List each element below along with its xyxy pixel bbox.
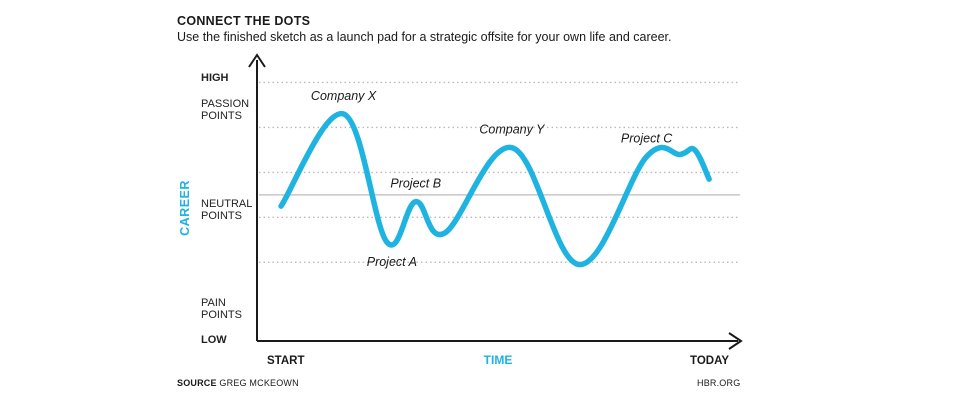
x-tick-start: START (267, 355, 304, 367)
y-axis-label: CAREER (178, 180, 192, 236)
y-level-neutral-line1: NEUTRAL (201, 198, 253, 210)
annotation-company-y: Company Y (479, 123, 546, 137)
x-tick-end: TODAY (690, 355, 729, 367)
chart-subtitle: Use the finished sketch as a launch pad … (177, 30, 672, 44)
gridlines (259, 81, 740, 264)
source-label: SOURCE (177, 378, 217, 388)
y-level-neutral-line2: POINTS (201, 210, 242, 222)
annotation-project-b: Project B (390, 177, 441, 191)
annotations: Company X Project A Project B Company Y Proj… (311, 89, 673, 269)
y-level-high: HIGH (201, 72, 229, 84)
chart-title: CONNECT THE DOTS (177, 14, 311, 28)
y-level-pain-line2: POINTS (201, 309, 242, 321)
annotation-project-a: Project A (367, 255, 417, 269)
x-axis-arrow-icon (728, 332, 743, 350)
site-credit: HBR.ORG (697, 378, 741, 388)
annotation-company-x: Company X (311, 89, 377, 103)
source-note: SOURCE GREG MCKEOWN (177, 378, 299, 388)
y-level-passion-line1: PASSION (201, 98, 250, 110)
y-level-passion-points: PASSION POINTS (201, 98, 249, 122)
y-level-pain-points: PAIN POINTS (201, 297, 242, 321)
series-line-career (278, 111, 712, 268)
y-level-neutral-points: NEUTRAL POINTS (201, 198, 252, 222)
y-level-pain-line1: PAIN (201, 297, 226, 309)
x-axis-label: TIME (484, 353, 513, 367)
annotation-project-c: Project C (621, 132, 673, 146)
axes (248, 53, 743, 350)
y-axis-arrow-icon (248, 53, 266, 68)
y-level-passion-line2: POINTS (201, 110, 242, 122)
y-level-low: LOW (201, 334, 227, 346)
source-name: GREG MCKEOWN (219, 378, 299, 388)
